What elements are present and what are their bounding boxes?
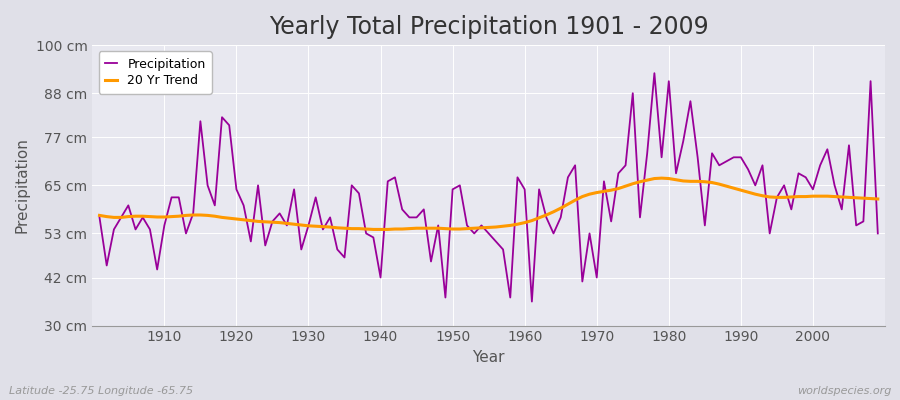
20 Yr Trend bbox=[152, 215, 163, 220]
Precipitation bbox=[310, 195, 321, 200]
Text: worldspecies.org: worldspecies.org bbox=[796, 386, 891, 396]
Precipitation bbox=[649, 71, 660, 76]
Precipitation bbox=[94, 215, 105, 220]
Precipitation bbox=[512, 175, 523, 180]
Precipitation bbox=[613, 171, 624, 176]
20 Yr Trend bbox=[354, 226, 364, 231]
20 Yr Trend bbox=[872, 196, 883, 201]
20 Yr Trend bbox=[526, 218, 537, 223]
20 Yr Trend bbox=[368, 227, 379, 232]
Precipitation bbox=[519, 187, 530, 192]
20 Yr Trend bbox=[519, 220, 530, 225]
Line: Precipitation: Precipitation bbox=[100, 73, 878, 302]
Title: Yearly Total Precipitation 1901 - 2009: Yearly Total Precipitation 1901 - 2009 bbox=[269, 15, 708, 39]
Text: Latitude -25.75 Longitude -65.75: Latitude -25.75 Longitude -65.75 bbox=[9, 386, 194, 396]
Line: 20 Yr Trend: 20 Yr Trend bbox=[100, 178, 878, 230]
X-axis label: Year: Year bbox=[472, 350, 505, 365]
Precipitation bbox=[354, 191, 364, 196]
Precipitation bbox=[872, 231, 883, 236]
20 Yr Trend bbox=[94, 213, 105, 218]
Precipitation bbox=[152, 267, 163, 272]
20 Yr Trend bbox=[310, 224, 321, 229]
Y-axis label: Precipitation: Precipitation bbox=[15, 138, 30, 233]
Legend: Precipitation, 20 Yr Trend: Precipitation, 20 Yr Trend bbox=[98, 51, 212, 94]
Precipitation bbox=[526, 299, 537, 304]
20 Yr Trend bbox=[613, 186, 624, 191]
20 Yr Trend bbox=[656, 176, 667, 180]
